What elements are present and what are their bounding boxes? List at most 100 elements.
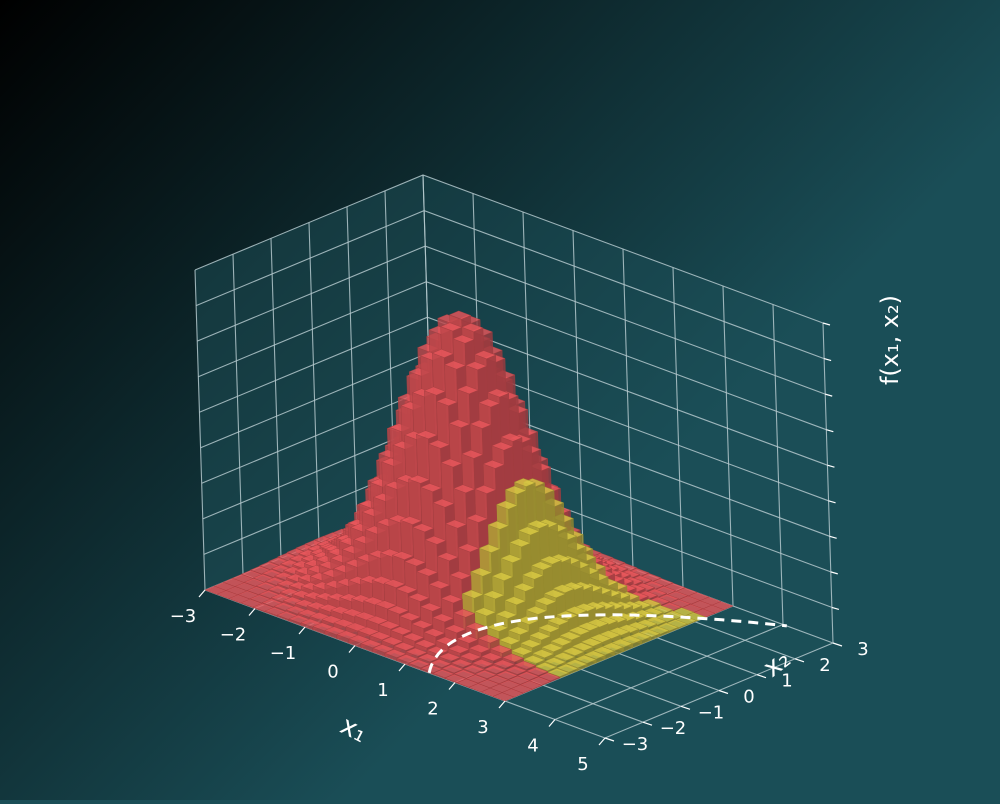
bar-top-face — [562, 647, 585, 656]
x-tick-label: 2 — [427, 699, 438, 720]
bar-top-face — [419, 602, 443, 612]
bar-top-face — [547, 668, 570, 677]
bar-top-face — [491, 441, 514, 451]
bar-top-face — [416, 567, 439, 577]
bar-top-face — [474, 670, 497, 679]
z-tick-mark — [827, 464, 835, 468]
bar-top-face — [453, 484, 476, 494]
bar-top-face — [500, 554, 523, 563]
y-tick-mark — [680, 705, 691, 710]
x-tick-label: 0 — [327, 662, 338, 683]
bar-top-face — [381, 636, 404, 646]
bar-top-face — [431, 349, 454, 358]
bar-top-face — [478, 544, 501, 553]
y-tick-mark — [756, 674, 767, 679]
x-tick-mark — [448, 682, 456, 690]
bar-top-face — [543, 589, 566, 599]
x-tick-label: −2 — [220, 625, 247, 646]
bar-top-face — [383, 579, 406, 588]
bar-top-face — [504, 485, 527, 495]
bar-top-face — [508, 538, 532, 548]
bar-top-face — [449, 310, 472, 320]
bar-top-face — [444, 624, 467, 634]
bar-top-face — [378, 620, 401, 630]
bar-top-face — [435, 397, 459, 407]
bar-top-face — [461, 589, 484, 599]
bar-top-face — [541, 643, 564, 652]
bar-top-face — [516, 671, 540, 681]
bar-top-face — [525, 605, 548, 615]
bar-top-face — [452, 334, 475, 344]
x-tick-mark — [398, 663, 406, 672]
grid-line-z — [196, 245, 826, 395]
bar-top-face — [553, 652, 576, 661]
y-tick-mark — [794, 658, 805, 663]
bar-top-face — [390, 626, 413, 636]
bar-top-face — [447, 644, 470, 654]
bar-top-face — [528, 631, 552, 641]
bar-top-face — [507, 675, 531, 685]
bar-top-face — [453, 608, 476, 618]
bar-top-face — [372, 644, 395, 653]
bar-top-face — [537, 623, 561, 633]
x-tick-mark — [598, 737, 606, 746]
bar-top-face — [411, 619, 434, 629]
bar-top-face — [486, 675, 509, 684]
bar-top-face — [504, 665, 528, 675]
bar-top-face — [438, 652, 461, 662]
grid-line-z — [198, 281, 827, 431]
bar-top-face — [510, 646, 534, 656]
bar-top-face — [544, 657, 567, 666]
bar-top-face — [530, 561, 553, 571]
bar-top-face — [483, 665, 506, 674]
bar-top-face — [432, 669, 455, 678]
x-tick-label: 4 — [527, 736, 538, 757]
boundary-curve — [427, 613, 787, 674]
y-tick-label: 0 — [743, 687, 754, 708]
bar-top-face — [498, 636, 521, 645]
bar-top-face — [495, 610, 518, 619]
bar-top-face — [424, 535, 447, 545]
bar-top-face — [462, 664, 485, 674]
x-tick-label: 5 — [577, 754, 588, 775]
bar-top-face — [465, 674, 488, 684]
bar-top-face — [474, 485, 497, 494]
bar-top-face — [556, 663, 579, 673]
bar-top-face — [487, 388, 510, 398]
bar-top-face — [440, 458, 463, 468]
y-tick-label: 2 — [819, 655, 830, 676]
bar-top-face — [565, 659, 588, 669]
bar-top-face — [420, 483, 443, 492]
bar-top-face — [450, 658, 473, 668]
bar-top-face — [521, 570, 544, 580]
bar-top-face — [459, 652, 482, 661]
bar-top-face — [415, 430, 439, 440]
bar-top-face — [374, 600, 398, 610]
y-tick-mark — [642, 721, 653, 726]
bar-top-face — [405, 647, 428, 657]
bar-outside — [492, 692, 515, 702]
bar-top-face — [436, 552, 459, 562]
y-tick-mark — [718, 689, 729, 695]
z-tick-mark — [823, 357, 832, 362]
bar-top-face — [504, 596, 527, 606]
bar-top-face — [489, 644, 512, 654]
y-tick-label: 3 — [857, 639, 868, 660]
x-tick-mark — [498, 700, 506, 709]
bar-top-face — [577, 622, 600, 631]
bar-top-face — [427, 439, 451, 449]
z-axis-label: f(x₁, x₂) — [876, 295, 904, 385]
bar-top-face — [444, 519, 468, 529]
bar-top-face — [443, 360, 467, 370]
bar-top-face — [426, 646, 449, 655]
bar-top-face — [580, 637, 603, 647]
bar-top-face — [589, 633, 612, 643]
bar-top-face — [513, 660, 537, 670]
bar-top-face — [538, 672, 561, 682]
y-tick-label: −1 — [698, 702, 725, 723]
bar-top-face — [386, 605, 410, 615]
bar-top-face — [468, 644, 491, 653]
z-tick-mark — [828, 500, 836, 504]
x-tick-mark — [298, 626, 306, 635]
